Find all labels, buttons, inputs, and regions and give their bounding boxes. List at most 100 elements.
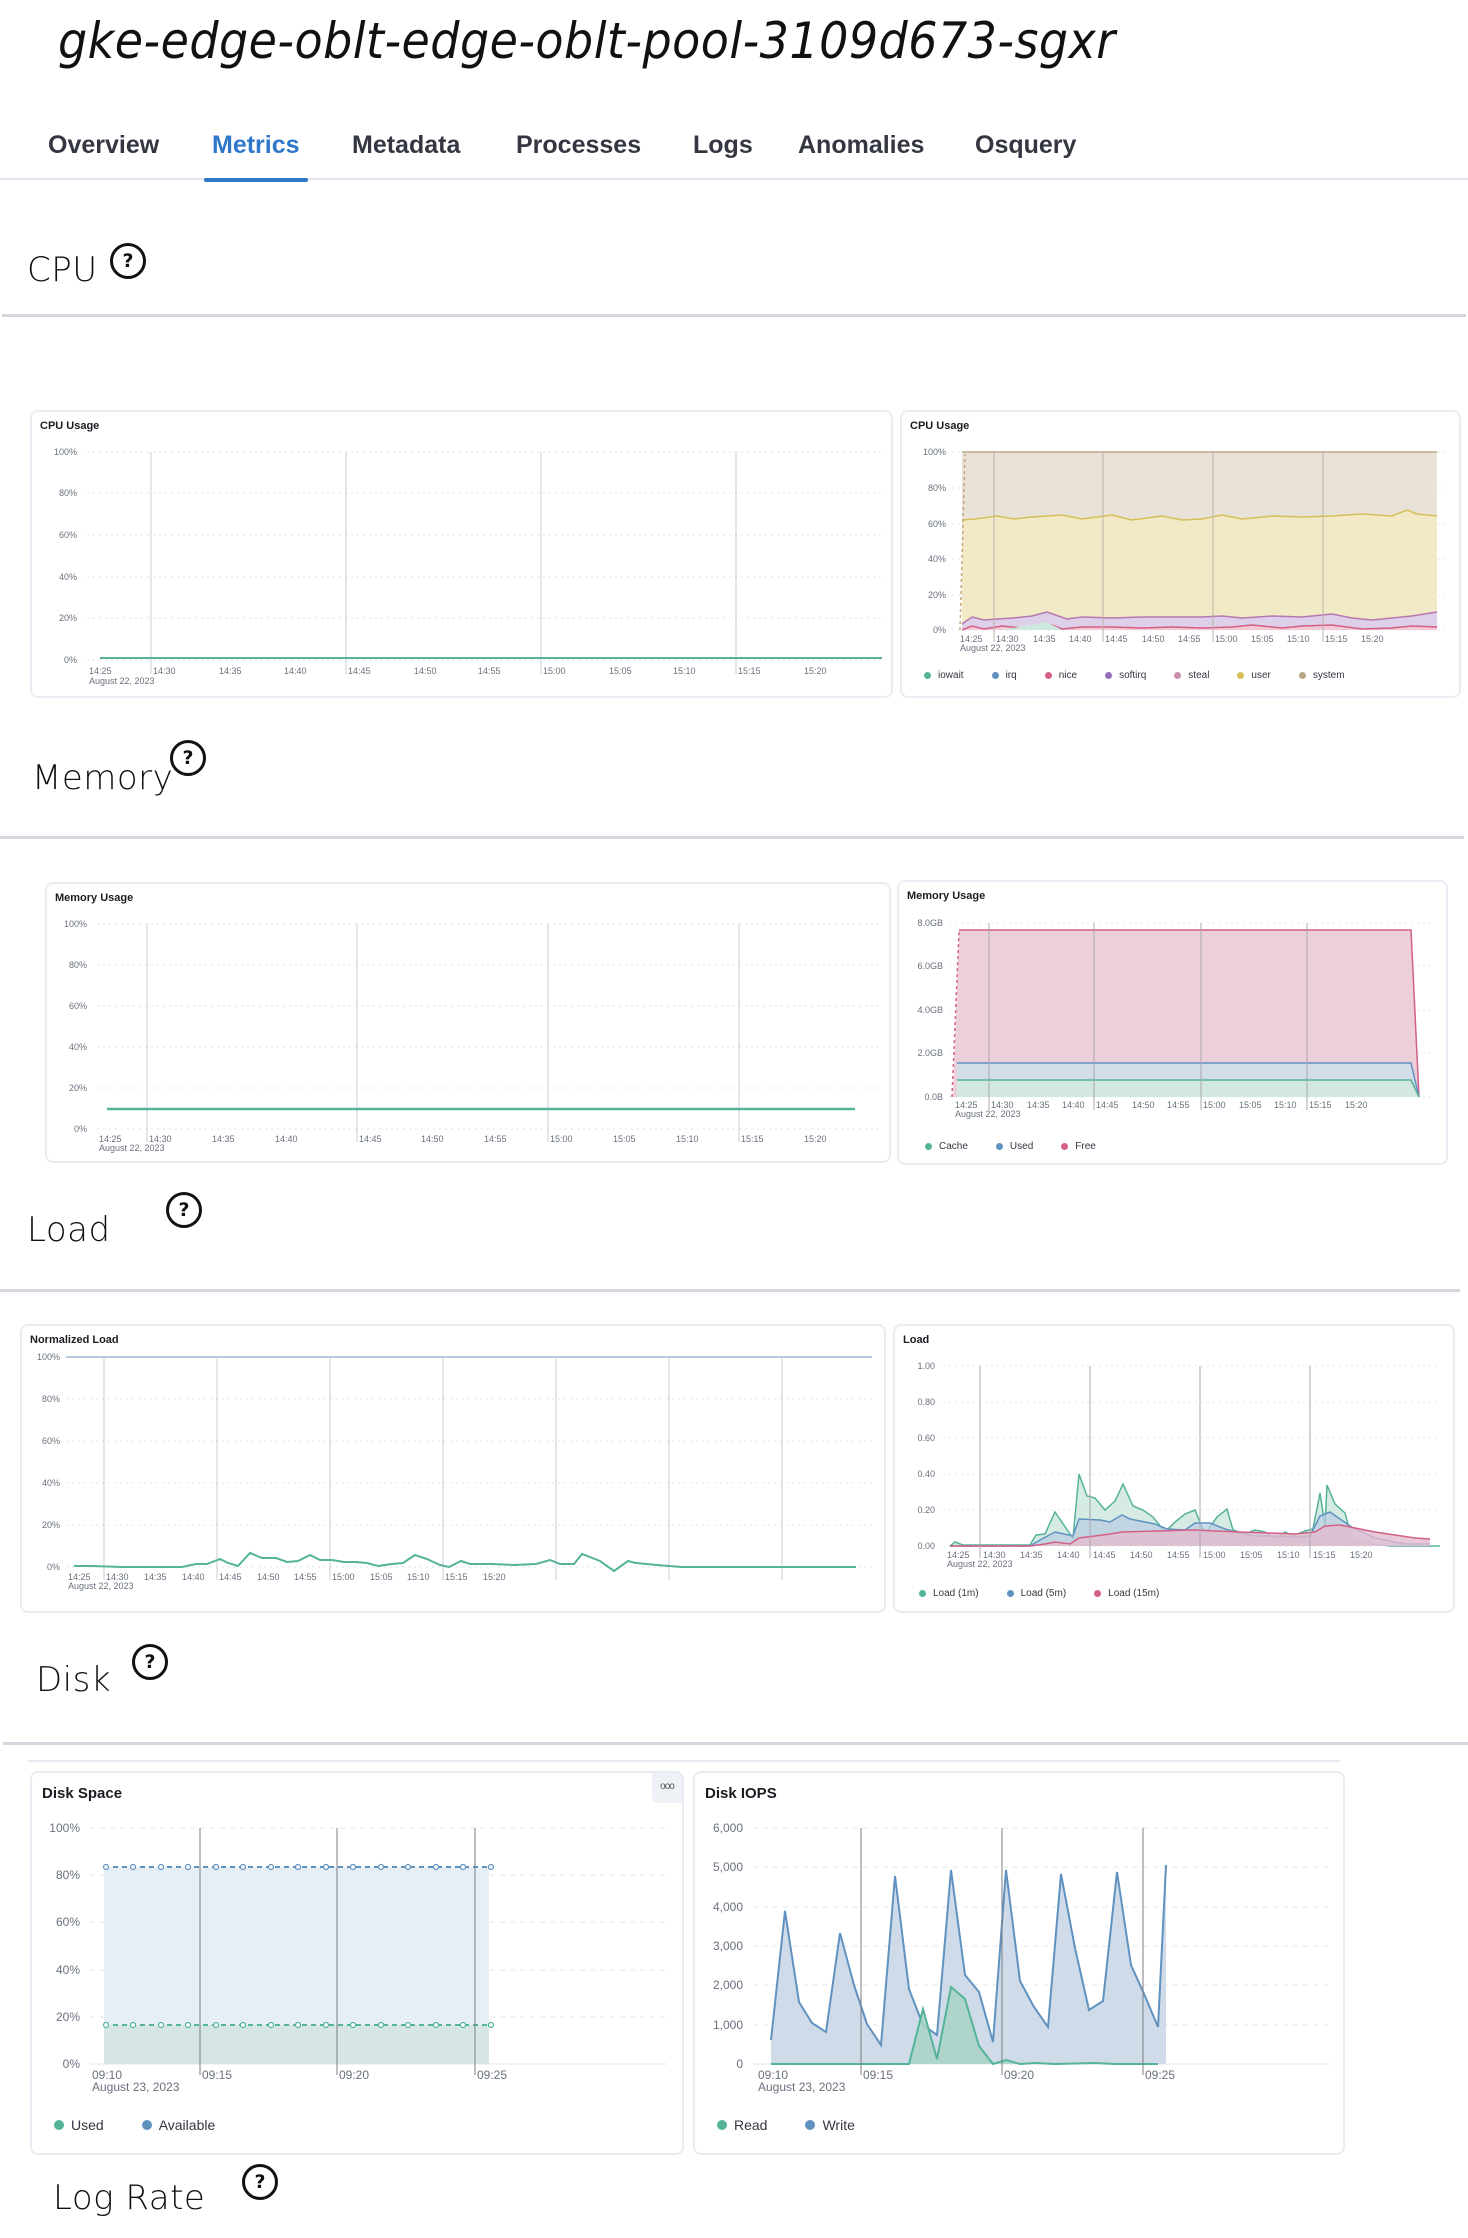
svg-text:14:35: 14:35 bbox=[144, 1572, 167, 1582]
svg-text:14:35: 14:35 bbox=[1027, 1100, 1050, 1110]
svg-text:14:50: 14:50 bbox=[1142, 634, 1165, 644]
svg-text:0.60: 0.60 bbox=[917, 1433, 935, 1443]
tab-metrics[interactable]: Metrics bbox=[204, 131, 308, 182]
svg-text:15:20: 15:20 bbox=[483, 1572, 506, 1582]
tab-osquery[interactable]: Osquery bbox=[975, 131, 1077, 159]
svg-text:80%: 80% bbox=[928, 483, 946, 493]
svg-text:August 23, 2023: August 23, 2023 bbox=[758, 2080, 846, 2094]
legend-dot-icon bbox=[1006, 1590, 1014, 1597]
chart-legend: Load (1m) Load (5m) Load (15m) bbox=[919, 1588, 1159, 1599]
svg-text:14:45: 14:45 bbox=[348, 666, 371, 676]
legend-item-load-5m[interactable]: Load (5m) bbox=[1006, 1588, 1066, 1599]
disk-iops-card: Disk IOPS 6,000 5,000 4,000 3,000 2,000 1,000… bbox=[693, 1771, 1345, 2155]
legend-dot-icon bbox=[925, 1143, 932, 1150]
svg-text:40%: 40% bbox=[42, 1478, 60, 1488]
legend-item-user[interactable]: user bbox=[1237, 670, 1271, 681]
svg-text:15:20: 15:20 bbox=[804, 666, 827, 676]
more-options-button[interactable]: ooo bbox=[652, 1773, 682, 1803]
svg-text:14:30: 14:30 bbox=[983, 1550, 1006, 1560]
svg-text:August 22, 2023: August 22, 2023 bbox=[99, 1143, 165, 1153]
cpu-usage-pct-card: CPU Usage 100% 80% 60% 40% 20% 0% 14:25 14:30 1… bbox=[30, 410, 893, 698]
svg-text:60%: 60% bbox=[59, 530, 77, 540]
svg-text:09:15: 09:15 bbox=[202, 2068, 232, 2082]
legend-item-iowait[interactable]: iowait bbox=[924, 670, 964, 681]
help-icon[interactable]: ? bbox=[132, 1644, 168, 1680]
svg-text:15:00: 15:00 bbox=[543, 666, 566, 676]
svg-text:15:10: 15:10 bbox=[673, 666, 696, 676]
help-icon[interactable]: ? bbox=[166, 1192, 202, 1228]
card-title: Disk Space bbox=[42, 1785, 123, 1802]
legend-item-irq[interactable]: irq bbox=[991, 670, 1017, 681]
section-divider bbox=[2, 314, 1466, 317]
cpu-usage-pct-chart[interactable]: 100% 80% 60% 40% 20% 0% 14:25 14:30 14:35 14:40 1… bbox=[32, 412, 891, 696]
svg-text:15:10: 15:10 bbox=[1277, 1550, 1300, 1560]
svg-text:40%: 40% bbox=[59, 572, 77, 582]
tab-overview[interactable]: Overview bbox=[48, 131, 160, 159]
card-title: Memory Usage bbox=[907, 890, 986, 902]
legend-item-load-1m[interactable]: Load (1m) bbox=[919, 1588, 979, 1599]
svg-text:20%: 20% bbox=[59, 613, 77, 623]
legend-item-nice[interactable]: nice bbox=[1044, 670, 1077, 681]
section-divider bbox=[3, 1742, 1468, 1745]
page-title: gke-edge-oblt-edge-oblt-pool-3109d673-sg… bbox=[58, 12, 1116, 70]
legend-item-load-15m[interactable]: Load (15m) bbox=[1094, 1588, 1159, 1599]
svg-text:14:30: 14:30 bbox=[153, 666, 176, 676]
legend-item-used[interactable]: Used bbox=[54, 2117, 104, 2133]
legend-item-steal[interactable]: steal bbox=[1174, 670, 1209, 681]
svg-text:20%: 20% bbox=[42, 1520, 60, 1530]
card-title: Disk IOPS bbox=[705, 1785, 777, 1802]
tab-processes[interactable]: Processes bbox=[516, 131, 642, 159]
legend-item-cache[interactable]: Cache bbox=[925, 1141, 968, 1152]
legend-dot-icon bbox=[141, 2120, 152, 2130]
svg-text:14:50: 14:50 bbox=[257, 1572, 280, 1582]
legend-item-softirq[interactable]: softirq bbox=[1105, 670, 1146, 681]
svg-text:100%: 100% bbox=[923, 447, 946, 457]
legend-item-write[interactable]: Write bbox=[805, 2117, 855, 2133]
cpu-usage-breakdown-chart[interactable]: 100% 80% 60% 40% 20% 0% 14:25 14:30 14:35 14:40 1… bbox=[902, 412, 1459, 696]
disk-space-chart[interactable]: 100% 80% 60% 40% 20% 0% 09:10 09:15 09:20 09:25 A… bbox=[32, 1773, 682, 2153]
legend-item-read[interactable]: Read bbox=[717, 2117, 767, 2133]
svg-text:14:25: 14:25 bbox=[960, 634, 983, 644]
svg-text:80%: 80% bbox=[42, 1394, 60, 1404]
svg-text:20%: 20% bbox=[928, 590, 946, 600]
load-chart[interactable]: 1.00 0.80 0.60 0.40 0.20 0.00 14:25 14:30 14:35… bbox=[895, 1326, 1453, 1611]
svg-text:0: 0 bbox=[736, 2057, 743, 2071]
svg-text:09:25: 09:25 bbox=[477, 2068, 507, 2082]
legend-item-available[interactable]: Available bbox=[141, 2117, 215, 2133]
help-icon[interactable]: ? bbox=[170, 740, 206, 776]
svg-text:0.40: 0.40 bbox=[917, 1469, 935, 1479]
memory-usage-pct-chart[interactable]: 100% 80% 60% 40% 20% 0% 14:25 14:30 14:35 14:40 1… bbox=[47, 884, 889, 1161]
legend-item-system[interactable]: system bbox=[1298, 670, 1345, 681]
svg-text:14:35: 14:35 bbox=[1020, 1550, 1043, 1560]
svg-text:15:15: 15:15 bbox=[738, 666, 761, 676]
svg-text:15:05: 15:05 bbox=[1239, 1100, 1262, 1110]
svg-text:14:40: 14:40 bbox=[1062, 1100, 1085, 1110]
section-heading-memory: Memory bbox=[32, 758, 174, 798]
svg-text:14:25: 14:25 bbox=[955, 1100, 978, 1110]
disk-iops-chart[interactable]: 6,000 5,000 4,000 3,000 2,000 1,000 0 09:10 09:… bbox=[695, 1773, 1343, 2153]
help-icon[interactable]: ? bbox=[110, 243, 146, 279]
help-icon[interactable]: ? bbox=[242, 2164, 278, 2200]
svg-text:14:35: 14:35 bbox=[212, 1134, 235, 1144]
card-title: CPU Usage bbox=[910, 420, 970, 432]
svg-text:14:45: 14:45 bbox=[1105, 634, 1128, 644]
svg-text:14:50: 14:50 bbox=[1132, 1100, 1155, 1110]
svg-text:August 23, 2023: August 23, 2023 bbox=[92, 2080, 180, 2094]
tab-metadata[interactable]: Metadata bbox=[352, 131, 461, 159]
legend-dot-icon bbox=[995, 1143, 1003, 1150]
svg-text:15:20: 15:20 bbox=[804, 1134, 827, 1144]
legend-item-free[interactable]: Free bbox=[1061, 1141, 1096, 1152]
svg-text:0%: 0% bbox=[47, 1562, 60, 1572]
svg-text:15:00: 15:00 bbox=[1203, 1100, 1226, 1110]
normalized-load-chart[interactable]: 100% 80% 60% 40% 20% 0% 14:25 14:30 14:35 14:40 1… bbox=[22, 1326, 884, 1611]
tab-logs[interactable]: Logs bbox=[693, 131, 753, 159]
svg-text:14:25: 14:25 bbox=[947, 1550, 970, 1560]
svg-text:14:40: 14:40 bbox=[275, 1134, 298, 1144]
memory-usage-bytes-chart[interactable]: 8.0GB 6.0GB 4.0GB 2.0GB 0.0B 14:25 14:30 14:35… bbox=[899, 882, 1446, 1163]
svg-text:60%: 60% bbox=[56, 1915, 80, 1929]
legend-item-used[interactable]: Used bbox=[995, 1141, 1033, 1152]
svg-text:14:40: 14:40 bbox=[1057, 1550, 1080, 1560]
svg-text:14:45: 14:45 bbox=[219, 1572, 242, 1582]
svg-text:0.0B: 0.0B bbox=[924, 1092, 943, 1102]
tab-anomalies[interactable]: Anomalies bbox=[798, 131, 925, 159]
